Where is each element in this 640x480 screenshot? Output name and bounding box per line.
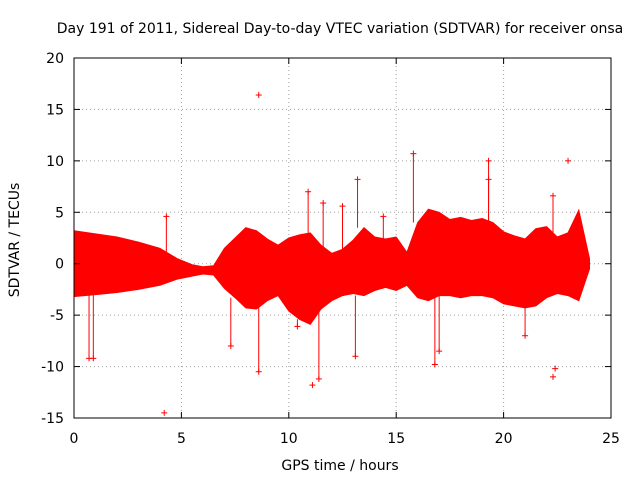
data-point bbox=[315, 308, 322, 382]
data-point bbox=[255, 92, 262, 99]
y-tick-label: -5 bbox=[50, 308, 64, 324]
data-point bbox=[339, 203, 346, 250]
data-point bbox=[431, 295, 438, 368]
y-tick-label: 20 bbox=[46, 51, 64, 67]
x-tick-label: 20 bbox=[495, 431, 513, 447]
data-point bbox=[522, 307, 529, 339]
y-tick-label: -10 bbox=[41, 360, 64, 376]
data-point bbox=[485, 176, 492, 223]
x-tick-label: 25 bbox=[602, 431, 620, 447]
data-point bbox=[255, 300, 262, 375]
data-point bbox=[320, 200, 327, 254]
data-point bbox=[86, 294, 93, 362]
y-tick-label: 5 bbox=[55, 205, 64, 221]
ticks: 0 5 10 15 20 25 -15 -10 -5 0 5 10 15 20 bbox=[41, 51, 620, 447]
x-tick-label: 15 bbox=[387, 431, 405, 447]
data-point bbox=[552, 365, 559, 372]
data-point bbox=[309, 382, 316, 389]
y-tick-label: -15 bbox=[41, 411, 64, 427]
x-tick-label: 5 bbox=[177, 431, 186, 447]
data-point bbox=[294, 319, 301, 330]
x-tick-label: 0 bbox=[70, 431, 79, 447]
series-band bbox=[73, 208, 590, 326]
data-point bbox=[550, 192, 557, 237]
data-point bbox=[380, 213, 387, 240]
data-point bbox=[227, 297, 234, 349]
y-axis-title: SDTVAR / TECUs bbox=[7, 183, 23, 298]
y-tick-label: 0 bbox=[55, 257, 64, 273]
data-point bbox=[161, 409, 168, 416]
data-point bbox=[90, 294, 97, 362]
x-axis-title: GPS time / hours bbox=[281, 458, 398, 474]
y-tick-label: 15 bbox=[46, 102, 64, 118]
chart-title: Day 191 of 2011, Sidereal Day-to-day VTE… bbox=[57, 21, 624, 37]
x-tick-label: 10 bbox=[280, 431, 298, 447]
data-point bbox=[436, 295, 443, 355]
plot-frame bbox=[73, 57, 612, 419]
data-point bbox=[354, 176, 361, 228]
data-point bbox=[410, 150, 417, 223]
data-layer bbox=[73, 92, 590, 416]
data-point bbox=[305, 188, 312, 233]
data-point bbox=[163, 213, 170, 259]
y-tick-label: 10 bbox=[46, 154, 64, 170]
data-point bbox=[550, 373, 557, 380]
data-point bbox=[565, 157, 572, 164]
data-point bbox=[352, 295, 359, 360]
